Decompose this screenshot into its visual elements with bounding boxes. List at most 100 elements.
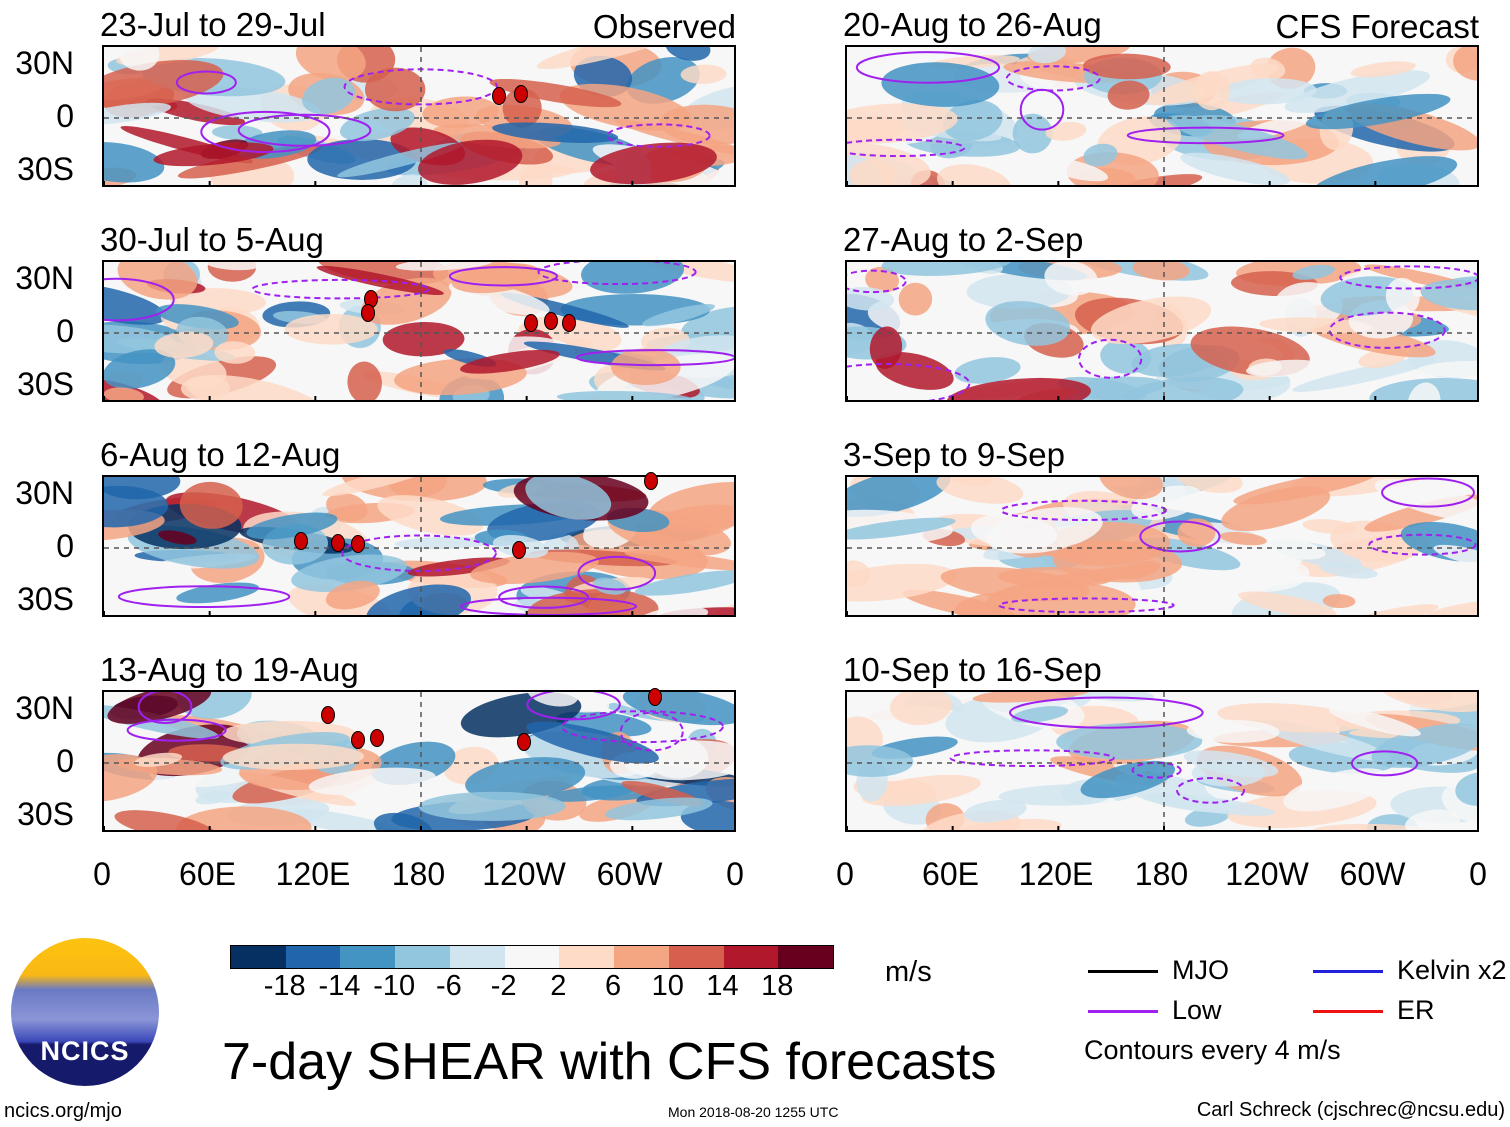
shear-region: [1193, 71, 1231, 111]
colorbar-swatch: [723, 946, 779, 968]
column-label: Observed: [592, 8, 736, 45]
low-contour: [117, 585, 291, 609]
shear-region: [1044, 262, 1098, 296]
map-panel: [845, 260, 1479, 402]
shear-region: [1369, 378, 1477, 400]
low-contour: [1009, 696, 1204, 729]
colorbar-tick: -18: [263, 970, 306, 1002]
colorbar-swatch: [340, 946, 396, 968]
shear-region: [325, 580, 380, 610]
shear-region: [1099, 477, 1163, 500]
lon-label: 120W: [1225, 856, 1309, 892]
shear-region: [556, 390, 692, 400]
shear-region: [1083, 53, 1171, 80]
tropical-cyclone-icon: [544, 312, 558, 330]
shear-region: [1083, 795, 1123, 830]
footer-url: ncics.org/mjo: [4, 1100, 122, 1122]
shear-region: [377, 495, 484, 536]
shear-region: [1407, 382, 1441, 400]
shear-region: [642, 304, 715, 327]
shear-region: [176, 692, 252, 719]
shear-region: [295, 47, 366, 82]
legend-label: MJO: [1172, 955, 1229, 985]
colorbar-tick: 6: [605, 970, 622, 1002]
shear-region: [1374, 479, 1477, 522]
shear-region: [1045, 121, 1087, 141]
shear-region: [680, 306, 734, 345]
colorbar-tick: 10: [651, 970, 684, 1002]
map-panel: [102, 690, 736, 832]
shear-region: [364, 67, 426, 112]
lat-label: 30N: [15, 45, 74, 81]
shear-region: [890, 692, 952, 726]
shear-region: [118, 47, 160, 71]
lon-label: 60W: [596, 856, 663, 892]
lon-label: 180: [1134, 856, 1189, 892]
shear-region: [1420, 279, 1477, 311]
map-panel: [102, 260, 736, 402]
colorbar-tick: -14: [318, 970, 361, 1002]
colorbar-swatch: [614, 946, 669, 968]
shear-region: [204, 262, 261, 271]
shear-region: [624, 550, 734, 571]
shear-region: [881, 62, 1000, 107]
map-panel: [845, 45, 1479, 187]
low-contour: [847, 362, 971, 400]
column-label: CFS Forecast: [1275, 8, 1479, 45]
shear-region: [176, 806, 312, 830]
shear-region: [366, 584, 471, 615]
shear-region: [581, 262, 685, 294]
shear-region: [1310, 156, 1458, 185]
shear-region: [1292, 264, 1335, 280]
shear-region: [291, 554, 407, 592]
lon-label: 60W: [1339, 856, 1406, 892]
lat-label: 30S: [17, 151, 74, 187]
shear-region: [302, 77, 356, 115]
shear-region: [114, 810, 217, 830]
shear-region: [680, 64, 727, 84]
shear-region: [623, 262, 734, 283]
shear-region: [526, 692, 579, 707]
shear-region: [280, 808, 405, 830]
shear-region: [1385, 277, 1420, 316]
lon-label: 0: [93, 856, 111, 892]
shear-region: [1056, 723, 1203, 760]
lat-label: 0: [56, 528, 74, 564]
shear-region: [465, 757, 586, 801]
shear-region: [306, 699, 447, 736]
colorbar-tick: -6: [436, 970, 462, 1002]
low-contour: [137, 692, 193, 724]
shear-region: [847, 560, 871, 588]
shear-region: [1221, 486, 1331, 532]
colorbar-swatch: [559, 946, 615, 968]
shear-region: [316, 265, 444, 296]
low-contour: [237, 113, 372, 147]
shear-region: [1166, 115, 1308, 160]
shear-region: [1284, 70, 1430, 113]
shear-region: [1217, 78, 1317, 105]
shear-region: [153, 142, 274, 167]
shear-region: [1305, 93, 1451, 130]
footer-author: Carl Schreck (cjschrec@ncsu.edu): [1196, 1099, 1505, 1121]
shear-region: [954, 357, 1021, 384]
low-contour: [1381, 477, 1475, 508]
shear-region: [536, 47, 682, 70]
shear-region: [418, 139, 523, 185]
shear-region: [1318, 562, 1378, 579]
shear-region: [527, 589, 659, 615]
shear-region: [179, 481, 243, 529]
low-contour: [498, 585, 589, 609]
panel-title: 20-Aug to 26-Aug: [843, 6, 1102, 43]
shear-region: [519, 163, 553, 185]
shear-region: [525, 477, 612, 520]
shear-region: [104, 324, 177, 354]
shear-region: [104, 485, 169, 528]
footer-timestamp: Mon 2018-08-20 1255 UTC: [668, 1104, 839, 1120]
low-contour: [575, 349, 734, 367]
legend-label: Kelvin x2: [1397, 955, 1507, 985]
lon-label: 60E: [179, 856, 236, 892]
shear-region: [1433, 544, 1477, 567]
shear-region: [1405, 809, 1461, 830]
shear-region: [104, 60, 224, 109]
